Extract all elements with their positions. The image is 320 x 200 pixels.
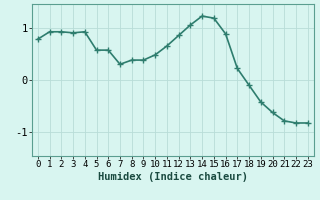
X-axis label: Humidex (Indice chaleur): Humidex (Indice chaleur) [98,172,248,182]
